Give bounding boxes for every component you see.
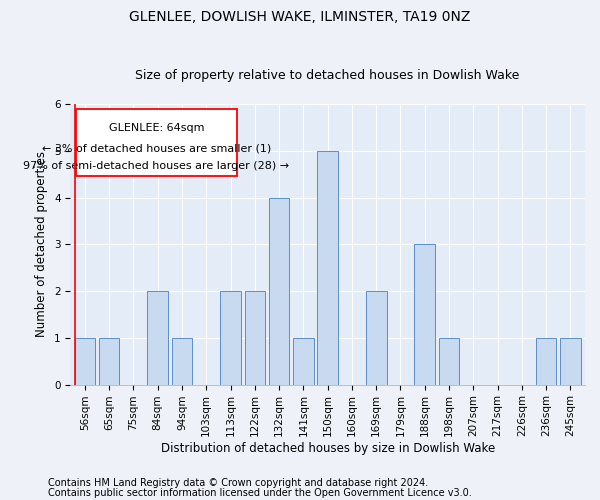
Bar	[99, 338, 119, 384]
Bar	[74, 338, 95, 384]
Text: 97% of semi-detached houses are larger (28) →: 97% of semi-detached houses are larger (…	[23, 162, 289, 172]
Bar	[269, 198, 289, 384]
Bar	[439, 338, 460, 384]
Text: Contains public sector information licensed under the Open Government Licence v3: Contains public sector information licen…	[48, 488, 472, 498]
Title: Size of property relative to detached houses in Dowlish Wake: Size of property relative to detached ho…	[136, 69, 520, 82]
Text: GLENLEE, DOWLISH WAKE, ILMINSTER, TA19 0NZ: GLENLEE, DOWLISH WAKE, ILMINSTER, TA19 0…	[130, 10, 470, 24]
Bar	[172, 338, 193, 384]
Bar	[76, 108, 237, 176]
Text: GLENLEE: 64sqm: GLENLEE: 64sqm	[109, 122, 204, 132]
Bar	[220, 291, 241, 384]
Bar	[560, 338, 581, 384]
Bar	[415, 244, 435, 384]
Text: ← 3% of detached houses are smaller (1): ← 3% of detached houses are smaller (1)	[42, 143, 271, 153]
Y-axis label: Number of detached properties: Number of detached properties	[35, 152, 49, 338]
Bar	[317, 151, 338, 384]
Bar	[536, 338, 556, 384]
Bar	[293, 338, 314, 384]
X-axis label: Distribution of detached houses by size in Dowlish Wake: Distribution of detached houses by size …	[161, 442, 495, 455]
Bar	[245, 291, 265, 384]
Text: Contains HM Land Registry data © Crown copyright and database right 2024.: Contains HM Land Registry data © Crown c…	[48, 478, 428, 488]
Bar	[366, 291, 386, 384]
Bar	[148, 291, 168, 384]
